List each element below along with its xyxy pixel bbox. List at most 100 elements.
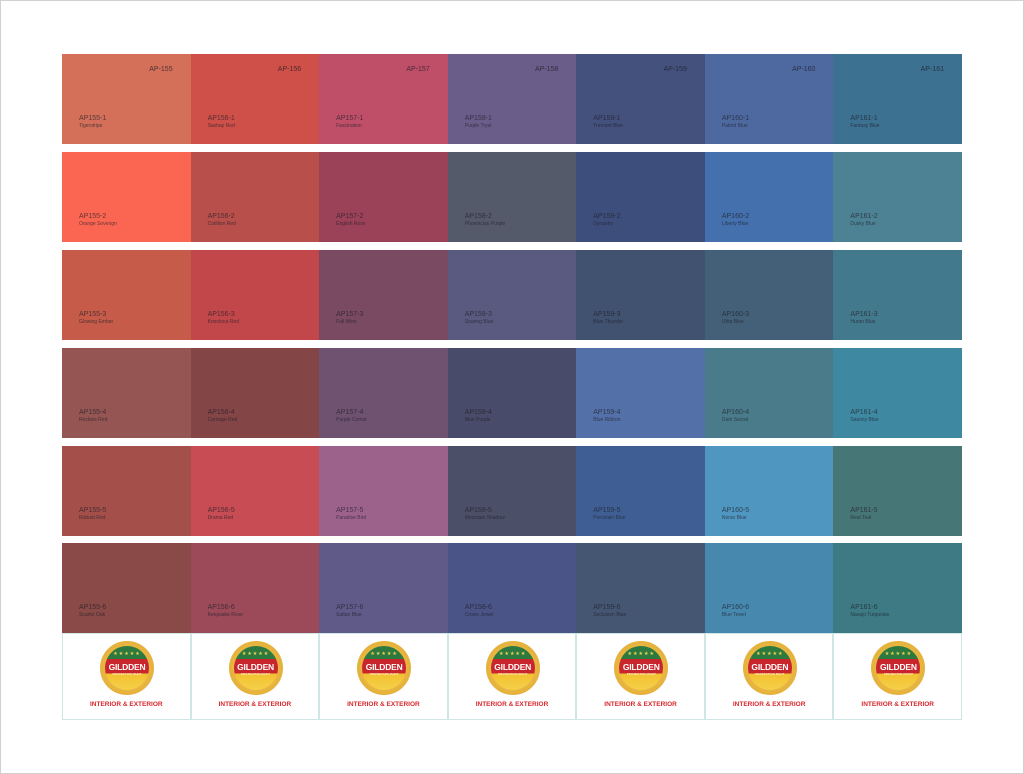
- color-swatch[interactable]: AP157-5 Paradise Bird: [319, 446, 448, 536]
- color-swatch[interactable]: AP156-2 Cotillion Red: [190, 152, 320, 242]
- swatch-name: Blue Purple: [464, 417, 491, 423]
- color-swatch[interactable]: AP160-5 Norse Blue: [704, 446, 834, 536]
- logo-brand: GILDDEN: [751, 662, 789, 672]
- color-swatch[interactable]: AP157-2 English Rose: [319, 152, 448, 242]
- color-swatch[interactable]: AP156-6 Keepsake Rose: [190, 543, 320, 634]
- color-swatch[interactable]: AP-161 AP161-1 Fantasy Blue: [833, 54, 962, 144]
- swatch-name: Sashay Red: [207, 123, 235, 129]
- color-swatch[interactable]: AP159-6 Seclusion Blue: [576, 543, 705, 634]
- color-swatch[interactable]: AP157-6 Sultan Blue: [319, 543, 448, 634]
- swatch-name: Knockout Red: [207, 319, 239, 325]
- logo-tagline: INTERIOR & EXTERIOR: [604, 701, 677, 708]
- column-header: AP-157: [406, 66, 430, 73]
- swatch-name: Dusky Blue: [850, 221, 876, 227]
- column-header: AP-159: [663, 66, 687, 73]
- color-swatch[interactable]: AP161-6 Navajo Turquoise: [833, 543, 962, 634]
- color-swatch[interactable]: AP160-4 Dark Secret: [704, 348, 834, 438]
- logo-inner: ★★★★★ GILDDEN PROTECTION PAINT: [362, 646, 407, 690]
- swatch-code: AP159-1: [593, 115, 621, 122]
- color-swatch[interactable]: AP-155 AP155-1 Tigerstripe: [62, 54, 191, 144]
- color-swatch[interactable]: AP159-5 Porcelain Blue: [576, 446, 705, 536]
- swatch-code: AP155-3: [79, 311, 107, 318]
- color-swatch[interactable]: AP-160 AP160-1 Patriot Blue: [704, 54, 834, 144]
- swatch-name: Fantasy Blue: [850, 123, 880, 129]
- swatch-code: AP156-2: [207, 213, 235, 220]
- swatch-name: Purple Tryst: [464, 123, 492, 129]
- logo-tagline: INTERIOR & EXTERIOR: [347, 701, 420, 708]
- color-swatch[interactable]: AP155-4 Rockies Red: [62, 348, 191, 438]
- swatch-code: AP159-6: [593, 604, 621, 611]
- logo-subtitle: PROTECTION PAINT: [112, 672, 142, 676]
- swatch-name: Blue Tewel: [721, 612, 746, 618]
- stars-icon: ★★★★★: [627, 651, 655, 657]
- logo-subtitle: PROTECTION PAINT: [498, 672, 528, 676]
- color-swatch[interactable]: AP159-3 Blue Thunder: [576, 250, 705, 340]
- color-swatch[interactable]: AP161-2 Dusky Blue: [833, 152, 962, 242]
- logo-inner: ★★★★★ GILDDEN PROTECTION PAINT: [233, 646, 278, 690]
- color-swatch[interactable]: AP161-4 Saxony Blue: [833, 348, 962, 438]
- color-swatch[interactable]: AP156-3 Knockout Red: [190, 250, 320, 340]
- color-swatch[interactable]: AP158-3 Soaring Blue: [447, 250, 577, 340]
- brand-logo-cell: ★★★★★ GILDDEN PROTECTION PAINT INTERIOR & E…: [62, 633, 191, 720]
- color-swatch[interactable]: AP160-2 Liberty Blue: [704, 152, 834, 242]
- color-swatch[interactable]: AP160-6 Blue Tewel: [704, 543, 834, 634]
- swatch-code: AP159-2: [593, 213, 621, 220]
- color-swatch[interactable]: AP-156 AP156-1 Sashay Red: [190, 54, 320, 144]
- swatch-code: AP159-5: [593, 507, 621, 514]
- color-swatch[interactable]: AP161-3 Huron Blue: [833, 250, 962, 340]
- stars-icon: ★★★★★: [113, 651, 141, 657]
- swatch-name: Fascination: [336, 123, 362, 129]
- color-swatch[interactable]: AP155-5 Robust Red: [62, 446, 191, 536]
- logo-tagline: INTERIOR & EXTERIOR: [475, 701, 549, 708]
- stars-icon: ★★★★★: [241, 651, 270, 657]
- swatch-name: Navajo Turquoise: [850, 612, 890, 618]
- swatch-code: AP160-5: [721, 507, 750, 514]
- swatch-name: Mountain Shadow: [464, 515, 505, 521]
- column-header: AP-158: [534, 66, 559, 73]
- swatch-code: AP160-1: [721, 115, 750, 122]
- color-swatch[interactable]: AP159-4 Blue Ribbon: [576, 348, 705, 438]
- swatch-name: Dynastry: [593, 221, 613, 227]
- color-swatch[interactable]: AP158-2 Phoenician Purple: [447, 152, 577, 242]
- swatch-code: AP155-1: [79, 115, 107, 122]
- color-swatch[interactable]: AP155-3 Glowing Ember: [62, 250, 191, 340]
- color-swatch[interactable]: AP155-2 Orange Soverign: [62, 152, 191, 242]
- color-swatch[interactable]: AP159-2 Dynastry: [576, 152, 705, 242]
- swatch-code: AP155-2: [79, 213, 107, 220]
- logo-inner: ★★★★★ GILDDEN PROTECTION PAINT: [876, 646, 921, 690]
- swatch-name: Keepsake Rose: [207, 612, 243, 618]
- swatch-code: AP155-5: [79, 507, 107, 514]
- brand-logo-cell: ★★★★★ GILDDEN PROTECTION PAINT INTERIOR & E…: [190, 633, 320, 720]
- color-swatch[interactable]: AP161-5 Real Teal: [833, 446, 962, 536]
- swatch-code: AP160-3: [721, 311, 750, 318]
- color-swatch[interactable]: AP-157 AP157-1 Fascination: [319, 54, 448, 144]
- swatch-code: AP156-1: [207, 115, 235, 122]
- color-swatch[interactable]: AP155-6 Scarlet Oak: [62, 543, 191, 634]
- swatch-name: English Rose: [336, 221, 366, 227]
- swatch-name: Blue Thunder: [593, 319, 624, 325]
- logo-brand: GILDDEN: [622, 662, 660, 672]
- color-swatch[interactable]: AP156-5 Drama Red: [190, 446, 320, 536]
- color-swatch[interactable]: AP-158 AP158-1 Purple Tryst: [447, 54, 577, 144]
- stars-icon: ★★★★★: [498, 651, 527, 657]
- color-swatch[interactable]: AP157-3 Full Wine: [319, 250, 448, 340]
- color-swatch[interactable]: AP158-5 Mountain Shadow: [447, 446, 577, 536]
- color-swatch[interactable]: AP157-4 Purple Comet: [319, 348, 448, 438]
- logo-brand: GILDDEN: [365, 662, 403, 672]
- swatch-name: Dark Secret: [721, 417, 749, 423]
- swatch-name: Soaring Blue: [464, 319, 494, 325]
- swatch-name: Saxony Blue: [850, 417, 879, 423]
- logo-tagline: INTERIOR & EXTERIOR: [732, 701, 806, 708]
- color-swatch[interactable]: AP-159 AP159-1 Tremont Blue: [576, 54, 705, 144]
- logo-tagline: INTERIOR & EXTERIOR: [218, 701, 292, 708]
- stars-icon: ★★★★★: [370, 651, 398, 657]
- swatch-name: Cotillion Red: [207, 221, 236, 227]
- color-swatch[interactable]: AP156-4 Carriage Red: [190, 348, 320, 438]
- color-swatch[interactable]: AP158-6 Crown Jewel: [447, 543, 577, 634]
- swatch-code: AP161-2: [850, 213, 878, 220]
- swatch-name: Full Wine: [336, 319, 357, 325]
- swatch-code: AP158-3: [464, 311, 492, 318]
- logo-subtitle: PROTECTION PAINT: [883, 672, 913, 676]
- color-swatch[interactable]: AP158-4 Blue Purple: [447, 348, 577, 438]
- color-swatch[interactable]: AP160-3 Ultra Blue: [704, 250, 834, 340]
